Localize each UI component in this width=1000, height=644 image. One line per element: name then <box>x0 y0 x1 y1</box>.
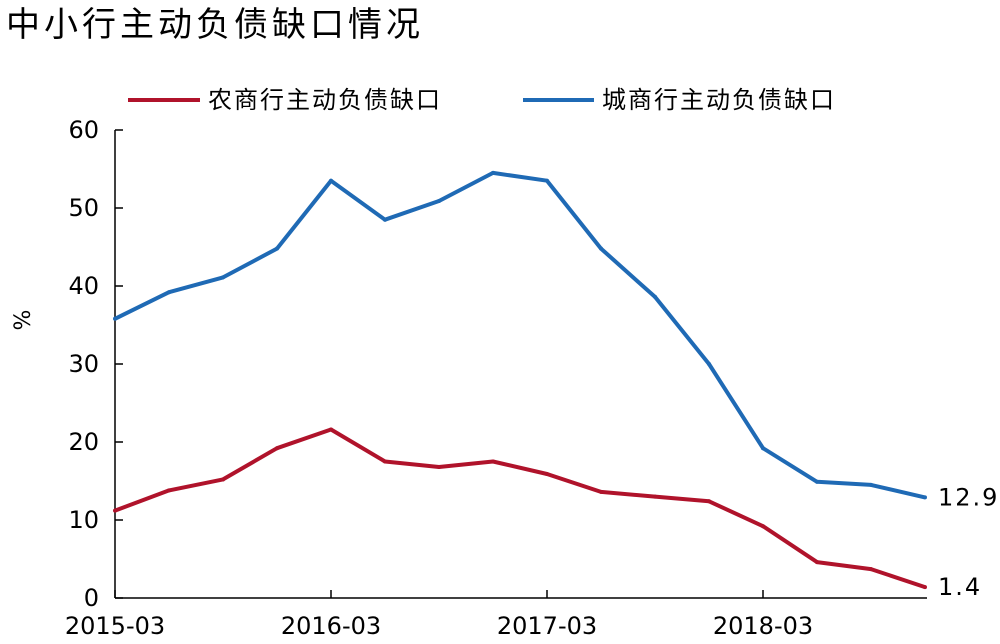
chart-title: 中小行主动负债缺口情况 <box>6 5 424 45</box>
legend-label-city: 城商行主动负债缺口 <box>602 86 836 114</box>
data-point <box>275 446 279 451</box>
y-tick-label: 10 <box>68 506 99 534</box>
data-point <box>275 246 279 251</box>
data-point <box>221 275 225 280</box>
data-point <box>383 217 387 222</box>
series-line-city <box>114 170 926 500</box>
data-point <box>329 427 333 432</box>
data-point <box>869 482 873 487</box>
x-tick-label: 2017-03 <box>497 612 597 640</box>
data-point <box>815 560 819 565</box>
data-point <box>707 499 711 504</box>
data-point <box>923 495 927 500</box>
data-point <box>329 178 333 183</box>
data-point <box>113 508 117 513</box>
end-label-city: 12.9 <box>938 483 999 511</box>
x-tick-label: 2016-03 <box>281 612 381 640</box>
data-point <box>437 464 441 469</box>
y-tick-label: 40 <box>68 272 99 300</box>
data-point <box>491 170 495 175</box>
legend-label-rural: 农商行主动负债缺口 <box>208 86 442 114</box>
y-tick-label: 60 <box>68 116 99 144</box>
x-tick-label: 2018-03 <box>713 612 813 640</box>
data-point <box>653 294 657 299</box>
series-line-rural <box>114 427 926 589</box>
data-point <box>761 524 765 529</box>
x-tick-label: 2015-03 <box>65 612 165 640</box>
data-point <box>491 459 495 464</box>
data-point <box>221 477 225 482</box>
data-point <box>437 198 441 203</box>
y-tick-label: 30 <box>68 350 99 378</box>
data-point <box>599 246 603 251</box>
y-tick-label: 0 <box>84 584 99 612</box>
y-tick-label: 20 <box>68 428 99 456</box>
data-point <box>599 489 603 494</box>
data-point <box>545 471 549 476</box>
data-point <box>113 316 117 321</box>
data-point <box>167 290 171 295</box>
data-point <box>167 488 171 493</box>
data-point <box>869 567 873 572</box>
data-point <box>923 585 927 590</box>
data-point <box>761 446 765 451</box>
end-label-rural: 1.4 <box>938 573 982 601</box>
data-point <box>653 494 657 499</box>
axes: 0 10 20 30 40 50 60 2015-03 2016-03 2017-03 2018-0… <box>65 116 927 640</box>
y-tick-label: 50 <box>68 194 99 222</box>
data-point <box>383 459 387 464</box>
data-point <box>545 178 549 183</box>
data-point <box>815 479 819 484</box>
legend: 农商行主动负债缺口 城商行主动负债缺口 <box>128 86 836 114</box>
series-layer: 1.4 12.9 <box>113 170 999 601</box>
data-point <box>707 362 711 366</box>
y-axis-label: % <box>11 310 36 331</box>
